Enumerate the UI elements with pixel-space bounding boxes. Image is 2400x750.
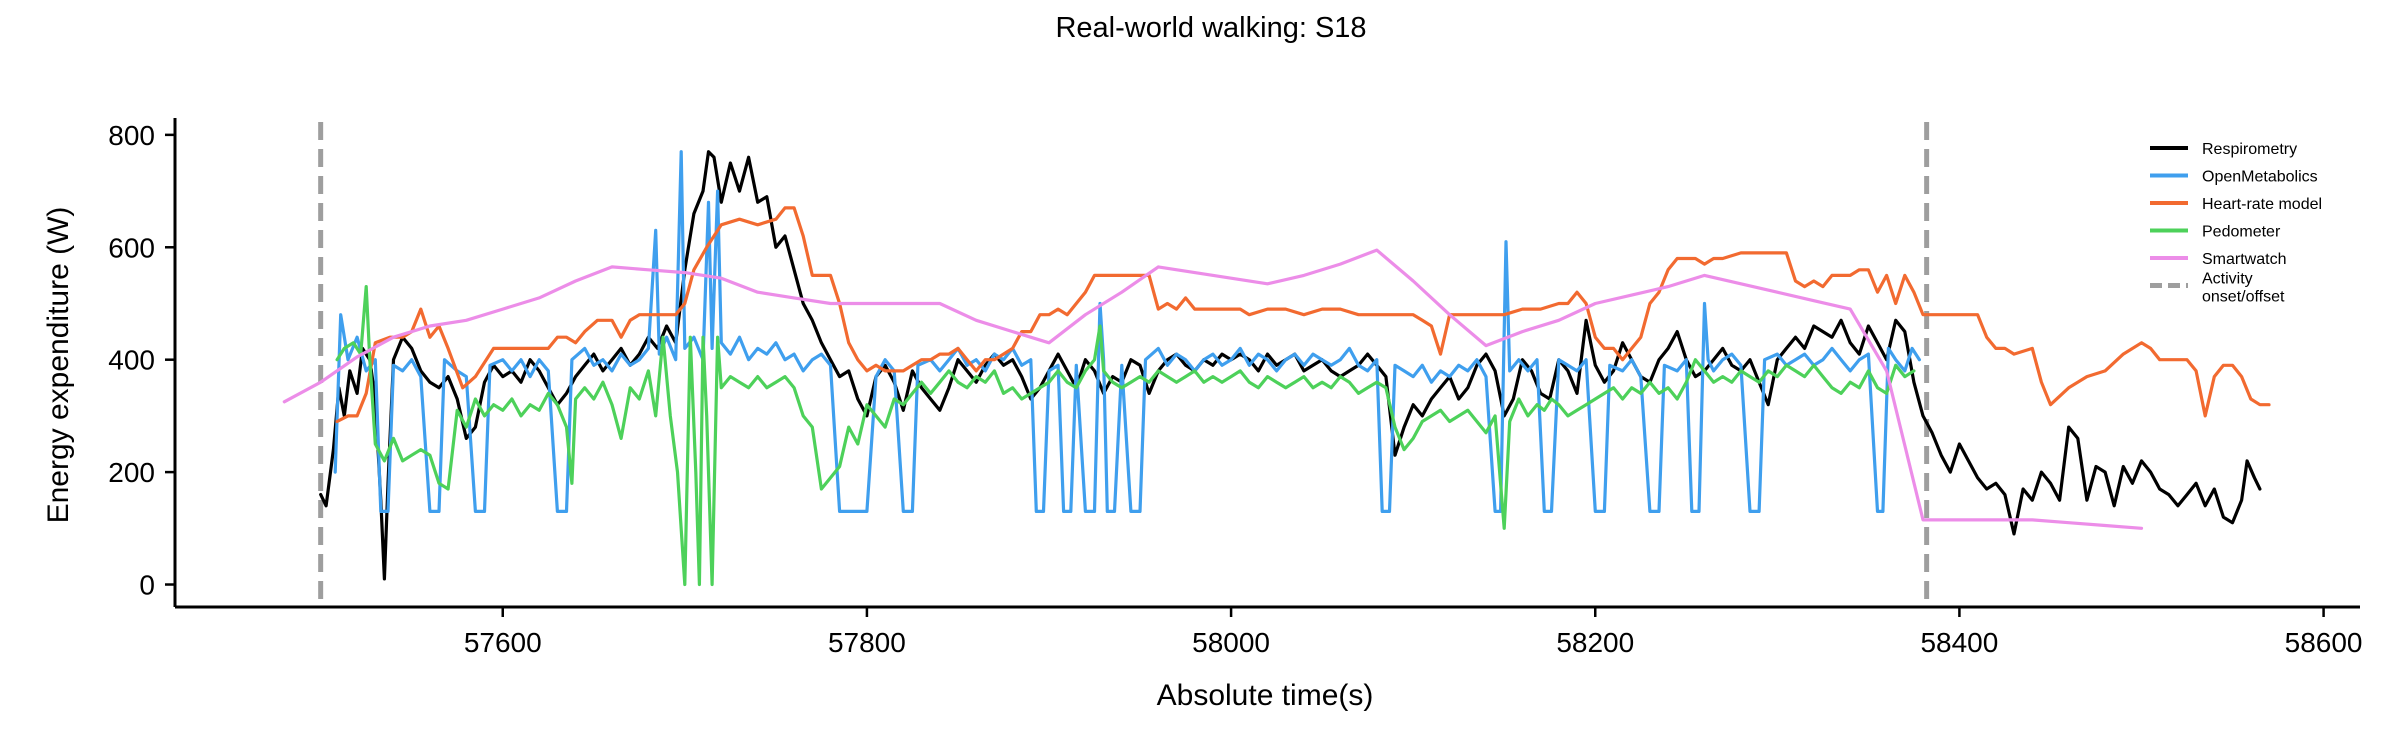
legend-label: Respirometry bbox=[2202, 141, 2297, 158]
legend: Respirometry OpenMetabolics Heart-rate mod… bbox=[2150, 141, 2322, 306]
x-ticks: 57600 57800 58000 58200 58400 58600 bbox=[464, 607, 2363, 658]
y-tick-label: 200 bbox=[108, 457, 155, 488]
x-tick-label: 58000 bbox=[1192, 627, 1270, 658]
chart-title: Real-world walking: S18 bbox=[1055, 12, 1366, 44]
series-line-respirometry bbox=[319, 150, 2262, 581]
legend-label: Heart-rate model bbox=[2202, 196, 2322, 213]
y-tick-label: 0 bbox=[139, 570, 155, 601]
x-tick-label: 58600 bbox=[2285, 627, 2363, 658]
x-axis-label: Absolute time(s) bbox=[1157, 679, 1374, 712]
legend-label-activity: Activity onset/offset bbox=[2202, 271, 2285, 306]
axes: 57600 57800 58000 58200 58400 58600 0 200 400 60… bbox=[108, 118, 2363, 658]
x-tick-label: 57600 bbox=[464, 627, 542, 658]
series-lines bbox=[282, 150, 2271, 587]
legend-label: Pedometer bbox=[2202, 224, 2281, 241]
series-line-heart-rate-model bbox=[335, 206, 2271, 424]
y-tick-label: 400 bbox=[108, 345, 155, 376]
x-tick-label: 57800 bbox=[828, 627, 906, 658]
y-ticks: 0 200 400 600 800 bbox=[108, 120, 175, 601]
y-axis-label: Energy expenditure (W) bbox=[42, 207, 75, 524]
x-tick-label: 58400 bbox=[1920, 627, 1998, 658]
series-line-smartwatch bbox=[282, 248, 2144, 530]
series-line-pedometer bbox=[335, 285, 1916, 587]
x-tick-label: 58200 bbox=[1556, 627, 1634, 658]
legend-label: OpenMetabolics bbox=[2202, 169, 2318, 186]
legend-label: Smartwatch bbox=[2202, 251, 2286, 268]
y-tick-label: 800 bbox=[108, 120, 155, 151]
series-line-openmetabolics bbox=[333, 150, 1921, 513]
y-tick-label: 600 bbox=[108, 232, 155, 263]
